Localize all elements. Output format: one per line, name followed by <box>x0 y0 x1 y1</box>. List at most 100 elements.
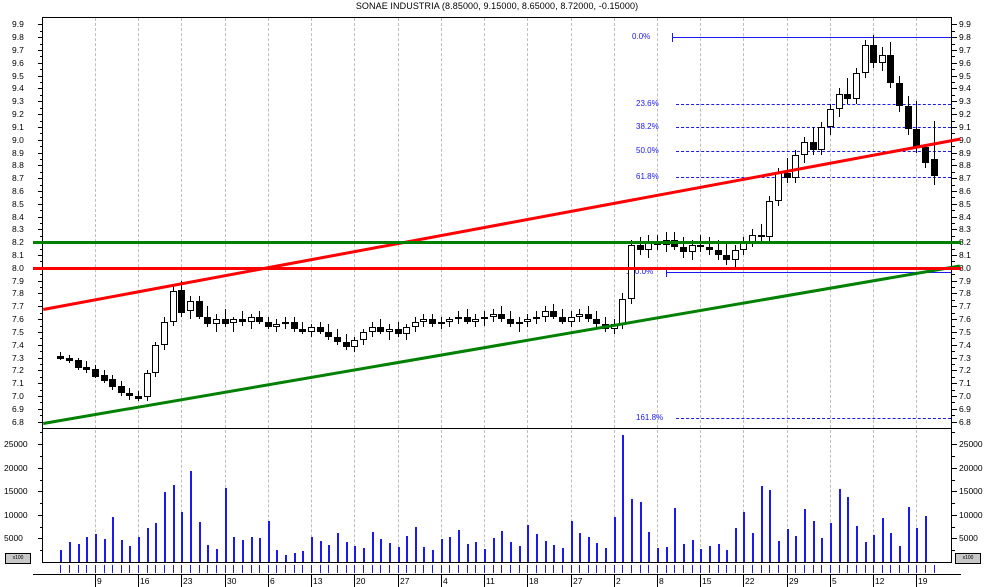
price-tick <box>952 50 957 51</box>
volume-bar <box>821 537 823 562</box>
fibonacci-level-label: 161.8% <box>636 413 664 422</box>
price-axis-label: 6.9 <box>959 404 971 414</box>
x-axis-day-tick <box>216 565 217 573</box>
volume-minor-tick <box>40 456 43 457</box>
x-axis-day-tick <box>302 565 303 573</box>
price-minor-tick <box>40 300 43 301</box>
x-axis-day-tick <box>458 565 459 573</box>
candlestick <box>248 316 255 322</box>
volume-bar <box>337 533 339 562</box>
volume-bar <box>795 535 797 562</box>
x-axis-separator <box>527 574 528 587</box>
volume-minor-tick <box>40 538 43 539</box>
price-axis-label: 7.6 <box>12 314 24 324</box>
price-tick <box>952 165 957 166</box>
price-minor-tick <box>40 377 43 378</box>
price-axis-label: 8.0 <box>12 263 24 273</box>
volume-bar <box>899 545 901 562</box>
price-minor-tick <box>952 95 955 96</box>
price-minor-tick <box>952 133 955 134</box>
candlestick <box>57 356 64 359</box>
price-axis-label: 6.8 <box>12 417 24 427</box>
x-axis-separator <box>571 574 572 587</box>
x-axis-day-tick <box>804 565 805 573</box>
candlestick <box>395 329 402 335</box>
candlestick <box>879 55 886 63</box>
candlestick <box>870 44 877 63</box>
volume-minor-tick <box>952 515 955 516</box>
fibonacci-level-label: 61.8% <box>636 172 659 181</box>
volume-bar <box>354 545 356 562</box>
price-minor-tick <box>40 402 43 403</box>
volume-bar <box>104 539 106 562</box>
candlestick <box>135 395 142 399</box>
price-axis-label: 9.3 <box>12 96 24 106</box>
candlestick <box>438 321 445 325</box>
candle-wick <box>726 242 727 266</box>
price-minor-tick <box>952 210 955 211</box>
price-minor-tick <box>40 210 43 211</box>
volume-bar <box>562 548 564 562</box>
x-axis-day-tick <box>553 565 554 573</box>
candlestick <box>152 344 159 373</box>
volume-bar <box>536 534 538 562</box>
volume-bar <box>882 517 884 562</box>
x-axis-day-tick <box>467 565 468 573</box>
fibonacci-level-label: 38.2% <box>636 122 659 131</box>
price-minor-tick <box>40 146 43 147</box>
volume-bar <box>752 532 754 562</box>
x-axis-day-tick <box>363 565 364 573</box>
price-tick <box>38 24 43 25</box>
x-axis-day-tick <box>916 565 917 573</box>
candlestick <box>144 372 151 398</box>
candlestick <box>187 301 194 312</box>
x-axis-day-tick <box>147 565 148 573</box>
price-tick <box>38 306 43 307</box>
volume-bar <box>916 527 918 562</box>
volume-bar <box>173 485 175 562</box>
candlestick <box>403 326 410 335</box>
price-axis-label: 9.9 <box>12 19 24 29</box>
volume-minor-tick <box>952 491 955 492</box>
x-axis-day-label: 9 <box>97 576 102 586</box>
volume-scale-note: x100 <box>5 553 31 564</box>
x-axis-day-tick <box>259 565 260 573</box>
x-axis-day-tick <box>233 565 234 573</box>
x-axis-day-tick <box>830 565 831 573</box>
grid-line <box>614 18 615 428</box>
grid-line <box>527 18 528 428</box>
x-axis-day-tick <box>475 565 476 573</box>
price-axis-label: 7.3 <box>12 353 24 363</box>
volume-bar <box>432 549 434 562</box>
grid-line <box>484 18 485 428</box>
price-minor-tick <box>40 185 43 186</box>
x-axis-day-tick <box>104 565 105 573</box>
price-minor-tick <box>40 338 43 339</box>
x-axis-day-tick <box>294 565 295 573</box>
volume-bar <box>389 543 391 562</box>
horizontal-support-line <box>43 266 951 270</box>
x-axis-separator <box>700 574 701 587</box>
candlestick <box>109 379 116 387</box>
volume-axis-label: 10000 <box>4 510 28 520</box>
fibonacci-level-line <box>676 104 951 105</box>
price-minor-tick <box>40 223 43 224</box>
x-axis-day-label: 19 <box>918 576 928 586</box>
x-axis-day-tick <box>69 565 70 573</box>
volume-bar <box>579 532 581 562</box>
price-minor-tick <box>952 326 955 327</box>
price-minor-tick <box>40 172 43 173</box>
x-axis-day-tick <box>441 565 442 573</box>
x-axis-separator <box>873 574 874 587</box>
price-minor-tick <box>40 197 43 198</box>
volume-bar <box>112 517 114 562</box>
price-minor-tick <box>40 415 43 416</box>
volume-bar <box>216 548 218 562</box>
candlestick <box>542 311 549 317</box>
candlestick <box>550 311 557 317</box>
price-axis-label: 8.5 <box>12 199 24 209</box>
x-axis-day-tick <box>726 565 727 573</box>
volume-bar <box>78 544 80 562</box>
volume-bar <box>302 550 304 562</box>
candlestick <box>775 173 782 202</box>
